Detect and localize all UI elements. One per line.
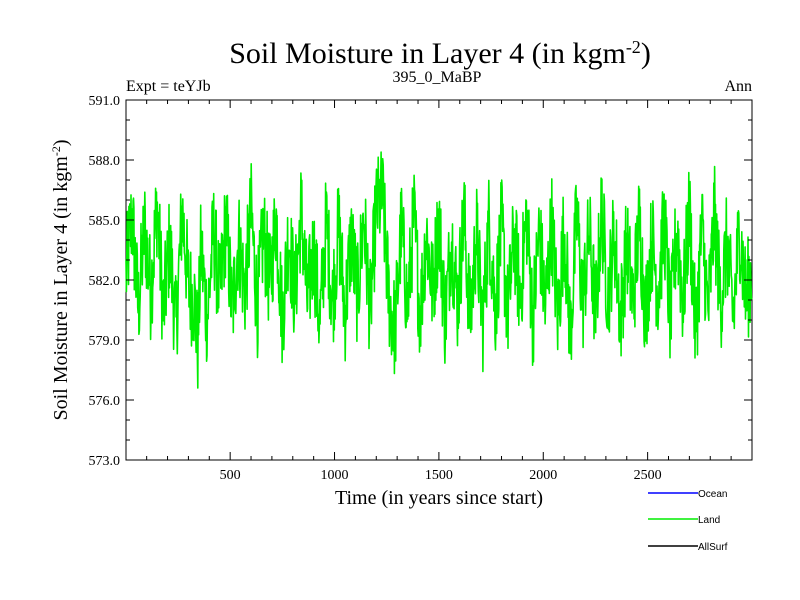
y-axis-ticks: 573.0 576.0 579.0 582.0 585.0 588.0 591.0 xyxy=(89,94,752,469)
center-label: 395_0_MaBP xyxy=(393,69,482,86)
x-tick-label-3: 2000 xyxy=(529,468,557,483)
legend-label-land: Land xyxy=(698,515,720,526)
y-tick-label-6: 591.0 xyxy=(89,94,121,109)
x-tick-label-2: 1500 xyxy=(425,468,453,483)
y-tick-label-4: 585.0 xyxy=(89,214,121,229)
y-tick-label-5: 588.0 xyxy=(89,154,121,169)
y-axis-label: Soil Moisture in Layer 4 (in kgm-2) xyxy=(49,139,72,420)
y-tick-label-0: 573.0 xyxy=(89,454,121,469)
experiment-label: Expt = teYJb xyxy=(126,78,211,95)
y-tick-label-1: 576.0 xyxy=(89,394,121,409)
legend-label-ocean: Ocean xyxy=(698,489,727,500)
y-tick-label-3: 582.0 xyxy=(89,274,121,289)
x-tick-label-0: 500 xyxy=(220,468,241,483)
x-tick-label-4: 2500 xyxy=(634,468,662,483)
season-label: Ann xyxy=(724,78,752,95)
x-tick-label-1: 1000 xyxy=(321,468,349,483)
series-line-land xyxy=(125,151,753,389)
y-tick-label-2: 579.0 xyxy=(89,334,121,349)
x-axis-label: Time (in years since start) xyxy=(335,487,543,509)
legend-label-allsurf: AllSurf xyxy=(698,542,728,553)
chart-title: Soil Moisture in Layer 4 (in kgm-2) xyxy=(229,37,651,70)
x-axis-ticks: 500 1000 1500 2000 2500 xyxy=(146,100,732,483)
legend: Ocean Land AllSurf xyxy=(648,489,728,553)
